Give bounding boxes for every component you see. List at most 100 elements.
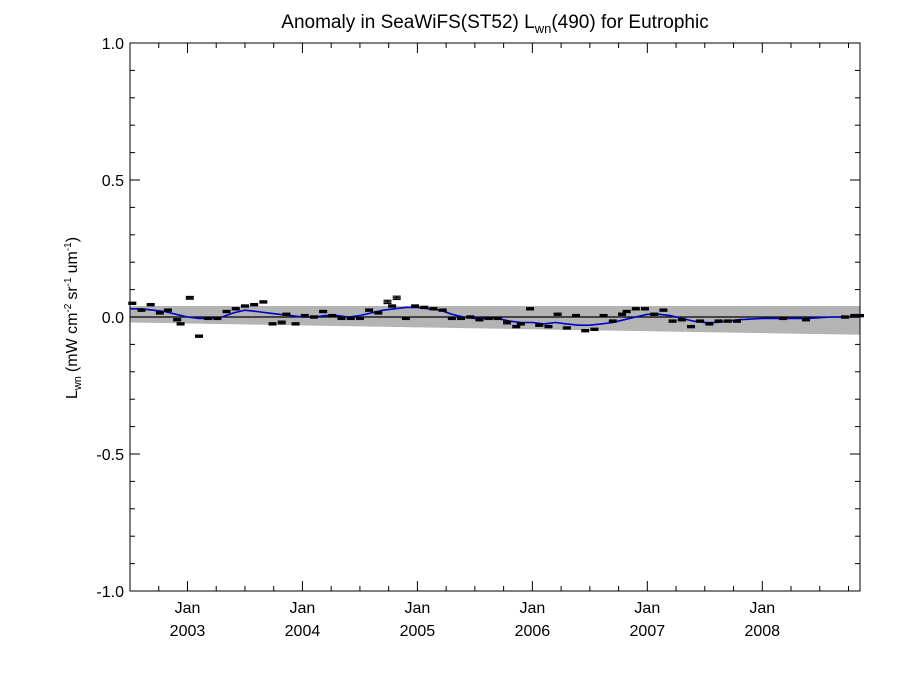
data-point [401, 316, 410, 321]
data-point [599, 313, 608, 318]
y-tick-label: 0.0 [102, 310, 124, 327]
data-point [641, 307, 650, 311]
data-point [355, 316, 364, 321]
confidence-band-group [130, 306, 860, 335]
chart-title-subscript: wn [534, 21, 552, 36]
data-point [185, 295, 194, 300]
data-point [526, 307, 535, 311]
data-point [457, 316, 466, 321]
data-point [240, 304, 249, 308]
chart-title-suffix: (490) for Eutrophic [551, 12, 708, 33]
x-tick-label-year: 2004 [285, 623, 321, 640]
y-axis-label: Lwn(mW cm-2sr-1um-1) [63, 237, 84, 399]
data-point [173, 318, 182, 322]
data-point [447, 316, 456, 321]
data-point [714, 319, 723, 323]
data-point [438, 308, 447, 312]
data-point [512, 324, 521, 329]
data-point [659, 308, 668, 312]
y-axis-ticks: -1.0 -0.5 0.0 0.5 1.0 [96, 36, 860, 601]
data-point [801, 318, 810, 322]
y-axis-label-main: L [64, 390, 81, 399]
data-point [163, 308, 172, 312]
data-point [346, 316, 355, 321]
x-tick-label-year: 2007 [630, 623, 666, 640]
data-point [429, 307, 438, 311]
data-point [291, 322, 300, 326]
data-point [250, 302, 259, 307]
confidence-band [130, 306, 860, 335]
y-tick-label: 1.0 [102, 36, 124, 53]
data-point [677, 318, 686, 322]
data-point [222, 309, 231, 314]
data-point [277, 320, 286, 325]
data-point [696, 319, 705, 323]
data-point [590, 327, 599, 332]
data-point [176, 322, 185, 326]
data-point [155, 311, 164, 315]
data-point [194, 334, 203, 338]
data-point [608, 319, 617, 323]
data-point [309, 315, 318, 319]
data-point [231, 307, 240, 311]
data-point [687, 324, 696, 329]
data-point [137, 308, 146, 312]
data-point [146, 302, 155, 307]
data-point [383, 299, 392, 305]
data-point [732, 319, 741, 323]
data-point [778, 316, 787, 321]
x-tick-label-month: Jan [290, 600, 316, 617]
data-point [503, 320, 512, 325]
data-point [411, 304, 420, 308]
data-point [493, 316, 502, 321]
y-tick-label: -0.5 [96, 447, 124, 464]
data-point [282, 312, 291, 316]
data-point [535, 323, 544, 327]
data-point [622, 309, 631, 314]
chart-title: Anomaly in SeaWiFS(ST52) Lwn(490) for Eu… [281, 12, 708, 36]
data-point [581, 329, 590, 333]
y-axis-label-exp2: -1 [63, 277, 74, 286]
data-point [668, 319, 677, 323]
x-tick-label-year: 2003 [170, 623, 206, 640]
y-axis-label-unit: um [64, 251, 81, 273]
data-point [618, 312, 627, 316]
data-point [204, 316, 213, 321]
data-point [388, 304, 397, 308]
data-point [268, 322, 277, 326]
y-axis-label-mid: sr [64, 286, 81, 300]
x-tick-label-year: 2006 [515, 623, 551, 640]
data-point [337, 316, 346, 321]
data-point [572, 313, 581, 318]
data-point [319, 309, 328, 314]
data-point [420, 305, 429, 310]
data-point [374, 311, 383, 315]
data-point [484, 316, 493, 321]
data-point [300, 313, 309, 318]
data-point [650, 312, 659, 316]
y-tick-label: 0.5 [102, 173, 124, 190]
data-point [723, 319, 732, 323]
data-point [365, 308, 374, 312]
data-point [841, 315, 850, 319]
data-points [128, 295, 864, 338]
x-tick-label-year: 2008 [744, 623, 780, 640]
y-axis-label-open: (mW cm [64, 313, 81, 373]
x-tick-label-month: Jan [175, 600, 201, 617]
data-point [392, 295, 401, 301]
x-tick-label-month: Jan [405, 600, 431, 617]
y-axis-label-main-sub: wn [72, 376, 84, 391]
data-point [516, 322, 525, 326]
data-point [128, 301, 137, 305]
data-point [328, 313, 337, 318]
data-point [213, 316, 222, 321]
x-axis-ticks: Jan 2003 Jan 2004 Jan 2005 Jan 2006 Jan 2007 Jan 20… [158, 43, 850, 640]
data-point [562, 326, 571, 330]
chart-title-prefix: Anomaly in SeaWiFS(ST52) L [281, 12, 534, 33]
data-point [544, 324, 553, 329]
data-point [631, 307, 640, 311]
data-point [259, 300, 268, 304]
data-point [553, 312, 562, 316]
y-axis-label-exp1: -2 [63, 303, 74, 312]
